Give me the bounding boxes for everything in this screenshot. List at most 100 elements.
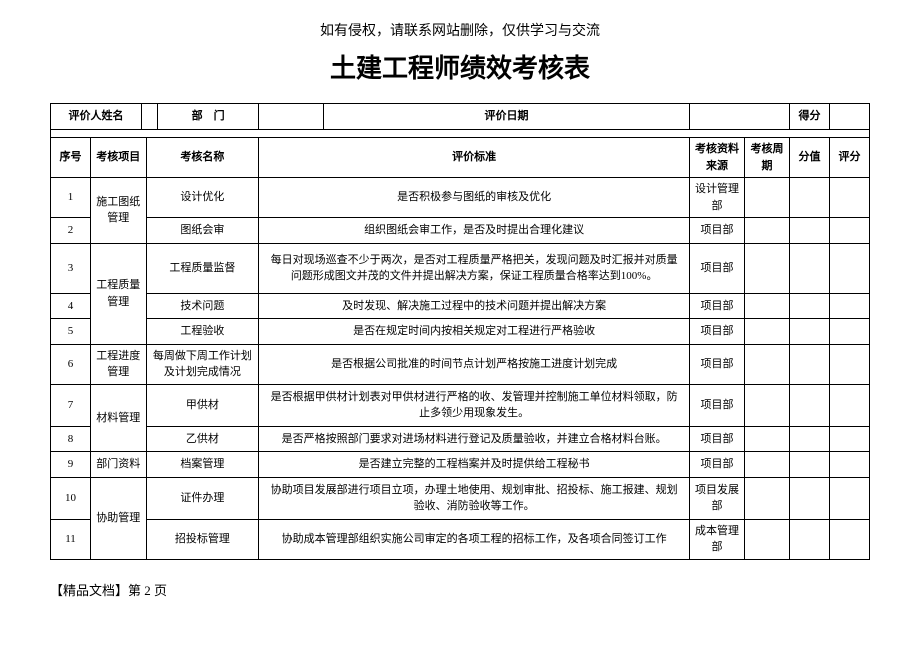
table-row: 11 招投标管理 协助成本管理部组织实施公司审定的各项工程的招标工作，及各项合同…	[51, 519, 870, 559]
cycle-cell	[745, 293, 790, 319]
value-cell	[790, 293, 830, 319]
source-cell: 项目部	[690, 452, 745, 478]
source-cell: 项目部	[690, 218, 745, 244]
criteria-cell: 协助项目发展部进行项目立项，办理土地使用、规划审批、招投标、施工报建、规划验收、…	[259, 477, 690, 519]
table-row: 7 材料管理 甲供材 是否根据甲供材计划表对甲供材进行严格的收、发管理并控制施工…	[51, 384, 870, 426]
rating-cell	[830, 293, 870, 319]
col-seq: 序号	[51, 138, 91, 178]
table-row: 8 乙供材 是否严格按照部门要求对进场材料进行登记及质量验收，并建立合格材料台账…	[51, 426, 870, 452]
name-cell: 乙供材	[146, 426, 259, 452]
col-value: 分值	[790, 138, 830, 178]
criteria-cell: 是否在规定时间内按相关规定对工程进行严格验收	[259, 319, 690, 345]
col-name: 考核名称	[146, 138, 259, 178]
seq-cell: 7	[51, 384, 91, 426]
name-cell: 甲供材	[146, 384, 259, 426]
name-value	[142, 104, 158, 130]
rating-cell	[830, 452, 870, 478]
disclaimer-notice: 如有侵权，请联系网站删除，仅供学习与交流	[50, 20, 870, 40]
table-row: 6 工程进度管理 每周做下周工作计划及计划完成情况 是否根据公司批准的时间节点计…	[51, 344, 870, 384]
page-footer: 【精品文档】第 2 页	[50, 580, 870, 599]
seq-cell: 2	[51, 218, 91, 244]
rating-cell	[830, 178, 870, 218]
rating-cell	[830, 319, 870, 345]
seq-cell: 4	[51, 293, 91, 319]
cycle-cell	[745, 344, 790, 384]
criteria-cell: 是否严格按照部门要求对进场材料进行登记及质量验收，并建立合格材料台账。	[259, 426, 690, 452]
source-cell: 项目部	[690, 319, 745, 345]
project-cell: 材料管理	[91, 384, 147, 452]
rating-cell	[830, 243, 870, 293]
cycle-cell	[745, 426, 790, 452]
seq-cell: 10	[51, 477, 91, 519]
criteria-cell: 是否建立完整的工程档案并及时提供给工程秘书	[259, 452, 690, 478]
cycle-cell	[745, 452, 790, 478]
project-cell: 施工图纸管理	[91, 178, 147, 244]
source-cell: 设计管理部	[690, 178, 745, 218]
value-cell	[790, 519, 830, 559]
rating-cell	[830, 426, 870, 452]
rating-cell	[830, 344, 870, 384]
name-cell: 每周做下周工作计划及计划完成情况	[146, 344, 259, 384]
rating-cell	[830, 477, 870, 519]
seq-cell: 11	[51, 519, 91, 559]
cycle-cell	[745, 243, 790, 293]
date-value	[690, 104, 790, 130]
seq-cell: 1	[51, 178, 91, 218]
name-cell: 图纸会审	[146, 218, 259, 244]
name-cell: 设计优化	[146, 178, 259, 218]
value-cell	[790, 344, 830, 384]
name-cell: 技术问题	[146, 293, 259, 319]
col-criteria: 评价标准	[259, 138, 690, 178]
col-rating: 评分	[830, 138, 870, 178]
table-row: 4 技术问题 及时发现、解决施工过程中的技术问题并提出解决方案 项目部	[51, 293, 870, 319]
source-cell: 成本管理部	[690, 519, 745, 559]
criteria-cell: 是否积极参与图纸的审核及优化	[259, 178, 690, 218]
table-row: 9 部门资料 档案管理 是否建立完整的工程档案并及时提供给工程秘书 项目部	[51, 452, 870, 478]
name-cell: 招投标管理	[146, 519, 259, 559]
score-value	[830, 104, 870, 130]
cycle-cell	[745, 477, 790, 519]
criteria-cell: 组织图纸会审工作，是否及时提出合理化建议	[259, 218, 690, 244]
spacer-row	[51, 130, 870, 138]
source-cell: 项目部	[690, 384, 745, 426]
rating-cell	[830, 519, 870, 559]
seq-cell: 9	[51, 452, 91, 478]
cycle-cell	[745, 384, 790, 426]
name-cell: 档案管理	[146, 452, 259, 478]
value-cell	[790, 384, 830, 426]
cycle-cell	[745, 319, 790, 345]
value-cell	[790, 477, 830, 519]
dept-label: 部 门	[157, 104, 258, 130]
table-row: 1 施工图纸管理 设计优化 是否积极参与图纸的审核及优化 设计管理部	[51, 178, 870, 218]
table-row: 10 协助管理 证件办理 协助项目发展部进行项目立项，办理土地使用、规划审批、招…	[51, 477, 870, 519]
source-cell: 项目部	[690, 426, 745, 452]
project-cell: 工程进度管理	[91, 344, 147, 384]
criteria-cell: 及时发现、解决施工过程中的技术问题并提出解决方案	[259, 293, 690, 319]
form-header-row: 评价人姓名 部 门 评价日期 得分	[51, 104, 870, 130]
name-cell: 证件办理	[146, 477, 259, 519]
dept-value	[259, 104, 324, 130]
criteria-cell: 协助成本管理部组织实施公司审定的各项工程的招标工作，及各项合同签订工作	[259, 519, 690, 559]
cycle-cell	[745, 519, 790, 559]
name-cell: 工程质量监督	[146, 243, 259, 293]
criteria-cell: 是否根据公司批准的时间节点计划严格按施工进度计划完成	[259, 344, 690, 384]
rating-cell	[830, 218, 870, 244]
value-cell	[790, 452, 830, 478]
value-cell	[790, 243, 830, 293]
project-cell: 部门资料	[91, 452, 147, 478]
project-cell: 工程质量管理	[91, 243, 147, 344]
value-cell	[790, 319, 830, 345]
name-cell: 工程验收	[146, 319, 259, 345]
source-cell: 项目部	[690, 243, 745, 293]
seq-cell: 3	[51, 243, 91, 293]
value-cell	[790, 218, 830, 244]
table-row: 3 工程质量管理 工程质量监督 每日对现场巡查不少于两次，是否对工程质量严格把关…	[51, 243, 870, 293]
table-row: 2 图纸会审 组织图纸会审工作，是否及时提出合理化建议 项目部	[51, 218, 870, 244]
col-header-row: 序号 考核项目 考核名称 评价标准 考核资料来源 考核周期 分值 评分	[51, 138, 870, 178]
criteria-cell: 是否根据甲供材计划表对甲供材进行严格的收、发管理并控制施工单位材料领取，防止多领…	[259, 384, 690, 426]
cycle-cell	[745, 218, 790, 244]
source-cell: 项目部	[690, 344, 745, 384]
criteria-cell: 每日对现场巡查不少于两次，是否对工程质量严格把关，发现问题及时汇报并对质量问题形…	[259, 243, 690, 293]
page-title: 土建工程师绩效考核表	[50, 48, 870, 85]
name-label: 评价人姓名	[51, 104, 142, 130]
